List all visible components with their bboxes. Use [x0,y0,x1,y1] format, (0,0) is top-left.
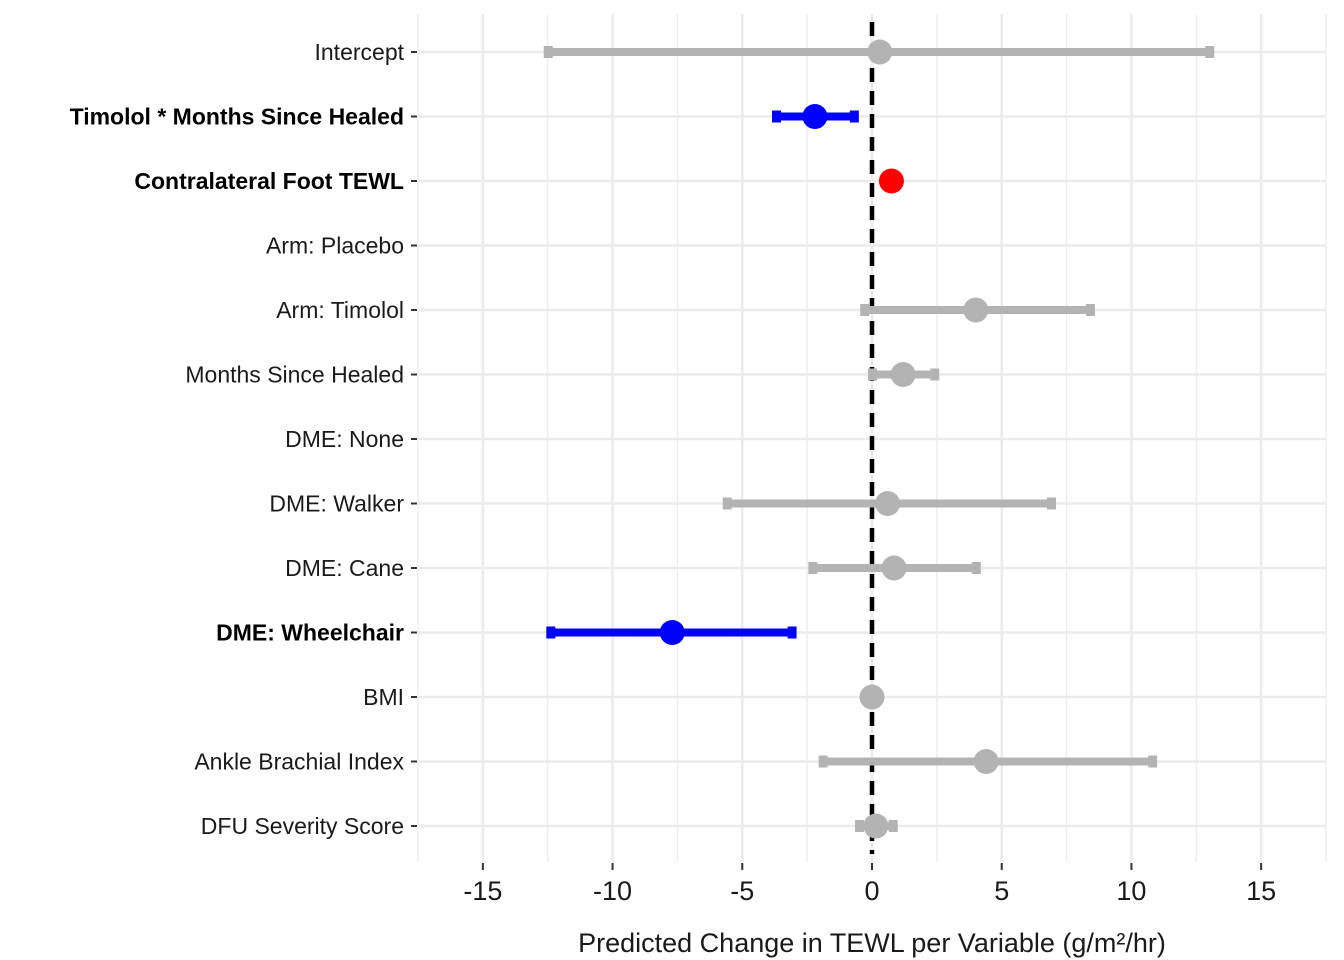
ci-lower-cap [722,497,732,510]
x-tick-label: -5 [730,876,754,906]
point-estimate [859,684,885,710]
ci-lower-cap [543,46,553,58]
estimate-row [722,491,1057,516]
x-tick-label: 0 [864,876,879,906]
estimate-row [808,555,981,581]
point-estimate [802,104,828,129]
ci-upper-cap [1205,46,1215,58]
y-tick-label: Contralateral Foot TEWL [134,168,404,194]
ci-lower-cap [818,755,828,768]
estimate-row [859,684,885,710]
y-tick-label: Arm: Timolol [276,297,404,323]
x-axis: -15 -10 -5 0 5 10 15 [463,863,1276,906]
y-tick-label: BMI [363,684,404,710]
y-tick-label: Months Since Healed [185,362,404,388]
point-estimate [963,297,989,323]
x-tick-label: -10 [593,876,632,906]
ci-upper-cap [888,820,898,832]
x-axis-title: Predicted Change in TEWL per Variable (g… [578,928,1166,958]
ci-lower-cap [808,562,818,574]
estimate-row [772,104,859,129]
estimate-row [855,813,898,839]
ci-lower-cap [546,626,556,639]
ci-lower-cap [772,110,782,123]
y-tick-label: DME: Walker [269,491,404,517]
estimate-row [818,749,1158,774]
ci-lower-cap [855,820,865,832]
y-tick-label: DME: Wheelchair [216,620,404,646]
x-tick-label: 10 [1116,876,1146,906]
y-tick-label: Intercept [315,39,405,65]
point-estimate [890,362,916,387]
point-estimate [878,168,904,194]
estimate-row [868,362,940,387]
ci-upper-cap [1047,497,1057,510]
estimates-layer [543,39,1215,839]
y-tick-label: Timolol * Months Since Healed [70,104,404,130]
y-tick-label: DME: None [285,426,404,452]
ci-upper-cap [787,626,797,639]
ci-lower-cap [868,368,877,381]
estimate-row [860,297,1095,323]
x-tick-label: 15 [1246,876,1276,906]
x-tick-label: 5 [994,876,1009,906]
point-estimate [875,491,901,516]
point-estimate [659,620,685,645]
ci-upper-cap [1148,755,1158,768]
y-tick-label: Ankle Brachial Index [194,749,404,775]
y-axis: Intercept Timolol * Months Since Healed Co… [70,39,417,839]
ci-upper-cap [849,110,859,123]
x-tick-label: -15 [463,876,502,906]
point-estimate [973,749,999,774]
y-tick-label: DME: Cane [285,555,404,581]
y-tick-label: DFU Severity Score [201,813,404,839]
estimate-row [543,39,1215,65]
ci-upper-cap [930,368,940,381]
point-estimate [863,813,889,839]
point-estimate [867,39,893,65]
ci-lower-cap [860,304,870,316]
ci-upper-cap [1085,304,1095,316]
estimate-row [546,620,797,645]
point-estimate [881,555,907,581]
y-tick-label: Arm: Placebo [266,233,404,259]
estimate-row [878,168,904,194]
ci-upper-cap [971,562,981,574]
